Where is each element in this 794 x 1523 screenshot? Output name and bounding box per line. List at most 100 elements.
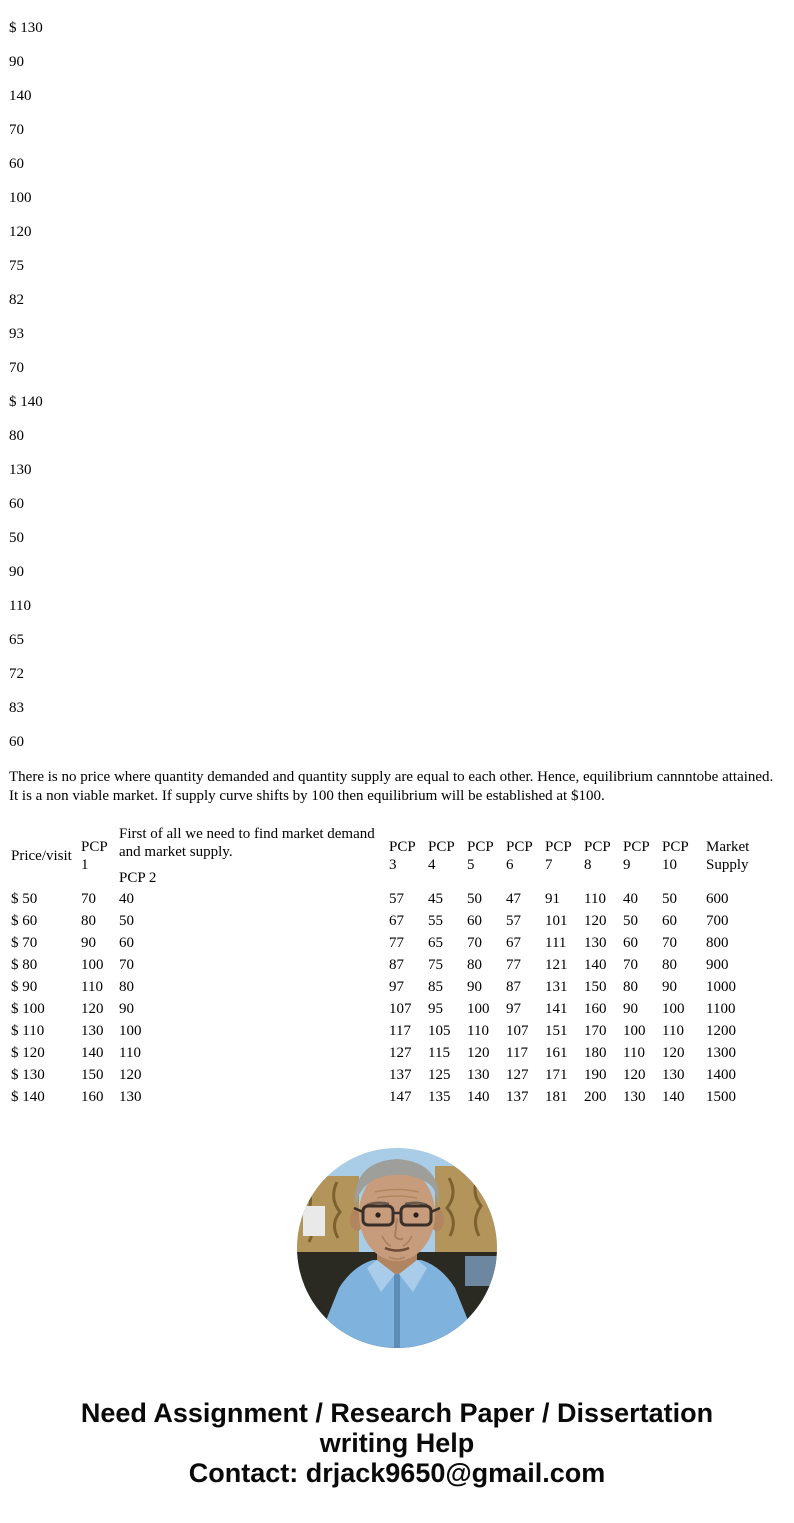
table-cell: 70	[662, 934, 677, 951]
list-item: 100	[9, 190, 32, 206]
table-cell: 135	[428, 1088, 451, 1105]
header-pcp2-label: PCP 2	[119, 870, 157, 886]
table-cell: 110	[81, 978, 103, 995]
footer-line-1: Need Assignment / Research Paper / Disse…	[80, 1398, 714, 1428]
table-cell: 1100	[706, 1000, 736, 1017]
table-cell: 80	[623, 978, 638, 995]
table-cell: 70	[467, 934, 482, 951]
table-cell: 120	[467, 1044, 490, 1061]
header-pcp7: PCP 7	[545, 839, 572, 873]
table-row: $ 100 120 90 107 95 100 97 141 160 90 100 1100	[9, 998, 789, 1020]
table-cell: 1300	[706, 1044, 736, 1061]
table-cell: 90	[623, 1000, 638, 1017]
table-cell: 900	[706, 956, 729, 973]
table-row: $ 110 130 100 117 105 110 107 151 170 100 110 1200	[9, 1020, 789, 1042]
table-cell: 800	[706, 934, 729, 951]
list-item: 60	[9, 156, 24, 172]
table-cell: 67	[506, 934, 521, 951]
header-price-visit: Price/visit	[11, 848, 72, 864]
header-pcp8: PCP 8	[584, 839, 611, 873]
table-cell: 141	[545, 1000, 568, 1017]
table-cell: 87	[506, 978, 521, 995]
table-cell: $ 100	[11, 1000, 45, 1017]
list-item: 60	[9, 496, 24, 512]
table-cell: 47	[506, 890, 521, 907]
header-market-supply: Market Supply	[706, 839, 750, 873]
table-cell: 130	[467, 1066, 490, 1083]
table-cell: 161	[545, 1044, 568, 1061]
table-cell: 115	[428, 1044, 450, 1061]
table-cell: 110	[623, 1044, 645, 1061]
table-cell: 171	[545, 1066, 568, 1083]
list-item: 83	[9, 700, 24, 716]
table-cell: 140	[467, 1088, 490, 1105]
table-cell: 130	[623, 1088, 646, 1105]
table-cell: 67	[389, 912, 404, 929]
table-cell: 105	[428, 1022, 451, 1039]
list-item: 75	[9, 258, 24, 274]
table-cell: 70	[119, 956, 134, 973]
table-cell: 65	[428, 934, 443, 951]
table-cell: 111	[545, 934, 567, 951]
table-cell: 50	[119, 912, 134, 929]
table-cell: 77	[389, 934, 404, 951]
table-cell: 150	[584, 978, 607, 995]
table-cell: 55	[428, 912, 443, 929]
table-cell: 190	[584, 1066, 607, 1083]
table-cell: 90	[662, 978, 677, 995]
table-cell: 85	[428, 978, 443, 995]
table-cell: 80	[81, 912, 96, 929]
market-table-body: $ 50 70 40 57 45 50 47 91 110 40 50 600 $ 60 80 50 67 55…	[9, 888, 789, 1108]
table-cell: 50	[623, 912, 638, 929]
table-cell: 127	[389, 1044, 412, 1061]
table-cell: $ 110	[11, 1022, 45, 1039]
header-pcp5: PCP 5	[467, 839, 494, 873]
list-item: 70	[9, 122, 24, 138]
table-cell: $ 50	[11, 890, 38, 907]
header-pcp9: PCP 9	[623, 839, 650, 873]
table-cell: 137	[389, 1066, 412, 1083]
table-cell: 90	[119, 1000, 134, 1017]
table-cell: 57	[506, 912, 521, 929]
table-cell: 50	[662, 890, 677, 907]
table-cell: 1200	[706, 1022, 736, 1039]
table-cell: 130	[662, 1066, 685, 1083]
table-cell: 80	[119, 978, 134, 995]
table-cell: 95	[428, 1000, 443, 1017]
table-cell: 127	[506, 1066, 529, 1083]
table-cell: 80	[467, 956, 482, 973]
header-pcp4: PCP 4	[428, 839, 455, 873]
table-cell: 110	[662, 1022, 684, 1039]
table-cell: $ 90	[11, 978, 38, 995]
table-cell: 107	[506, 1022, 529, 1039]
table-cell: 120	[584, 912, 607, 929]
table-cell: 120	[119, 1066, 142, 1083]
table-row: $ 80 100 70 87 75 80 77 121 140 70 80 900	[9, 954, 789, 976]
table-header-row: Price/visit PCP 1 First of all we need t…	[9, 824, 789, 888]
list-item: 50	[9, 530, 24, 546]
table-cell: 130	[119, 1088, 142, 1105]
table-cell: 60	[119, 934, 134, 951]
table-cell: 60	[662, 912, 677, 929]
table-cell: 97	[389, 978, 404, 995]
table-cell: 70	[81, 890, 96, 907]
instructor-photo	[297, 1148, 497, 1348]
table-cell: 181	[545, 1088, 568, 1105]
table-cell: 50	[467, 890, 482, 907]
table-cell: 100	[623, 1022, 646, 1039]
table-cell: 101	[545, 912, 568, 929]
list-item: 93	[9, 326, 24, 342]
table-cell: 140	[81, 1044, 104, 1061]
table-cell: 90	[467, 978, 482, 995]
header-pcp10: PCP 10	[662, 839, 689, 873]
table-cell: 40	[119, 890, 134, 907]
table-cell: 110	[119, 1044, 141, 1061]
list-item: 130	[9, 462, 32, 478]
table-cell: 80	[662, 956, 677, 973]
table-cell: 100	[81, 956, 104, 973]
table-cell: 121	[545, 956, 568, 973]
table-cell: 1000	[706, 978, 736, 995]
table-cell: 130	[81, 1022, 104, 1039]
table-row: $ 120 140 110 127 115 120 117 161 180 110 120 1300	[9, 1042, 789, 1064]
